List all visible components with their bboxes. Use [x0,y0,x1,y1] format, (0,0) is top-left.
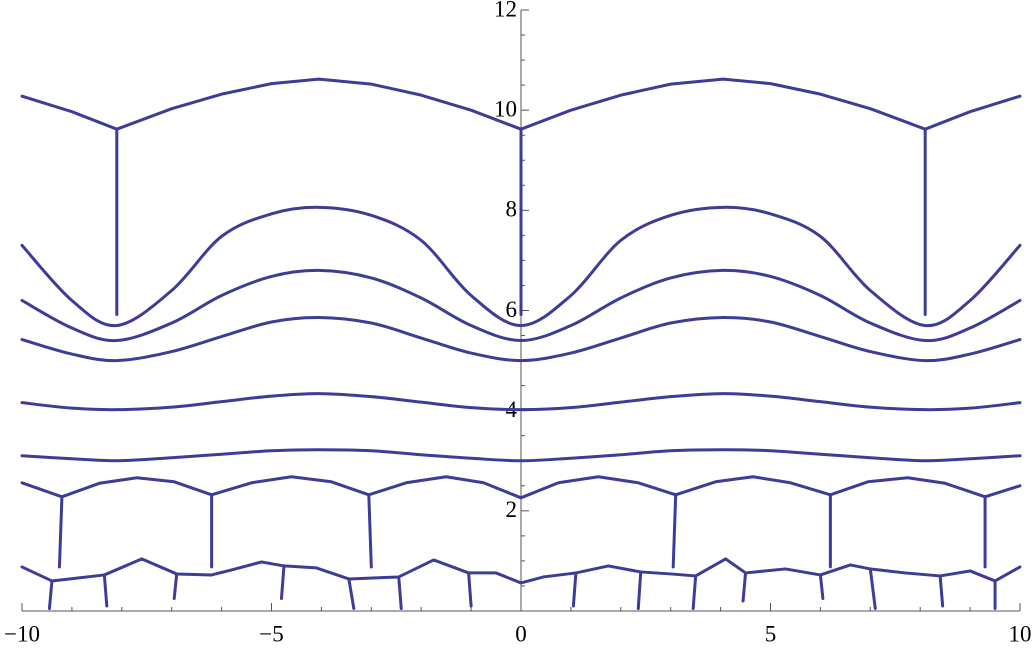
x-tick-label: 10 [1009,621,1032,646]
curve [20,557,1022,585]
y-tick-label: 12 [494,0,517,21]
curve [20,205,1022,328]
curve [20,448,1022,463]
curve [47,127,997,610]
x-tick-label: −10 [4,621,40,646]
x-tick-label: 5 [765,621,777,646]
y-tick-label: 8 [506,197,518,222]
curve [20,316,1022,363]
x-tick-label: 0 [515,621,527,646]
curve [20,268,1022,343]
curve [20,392,1022,412]
y-tick-label: 10 [494,96,517,121]
y-tick-label: 6 [506,297,518,322]
curve [20,475,1022,500]
x-tick-label: −5 [259,621,283,646]
y-tick-label: 2 [506,497,518,522]
